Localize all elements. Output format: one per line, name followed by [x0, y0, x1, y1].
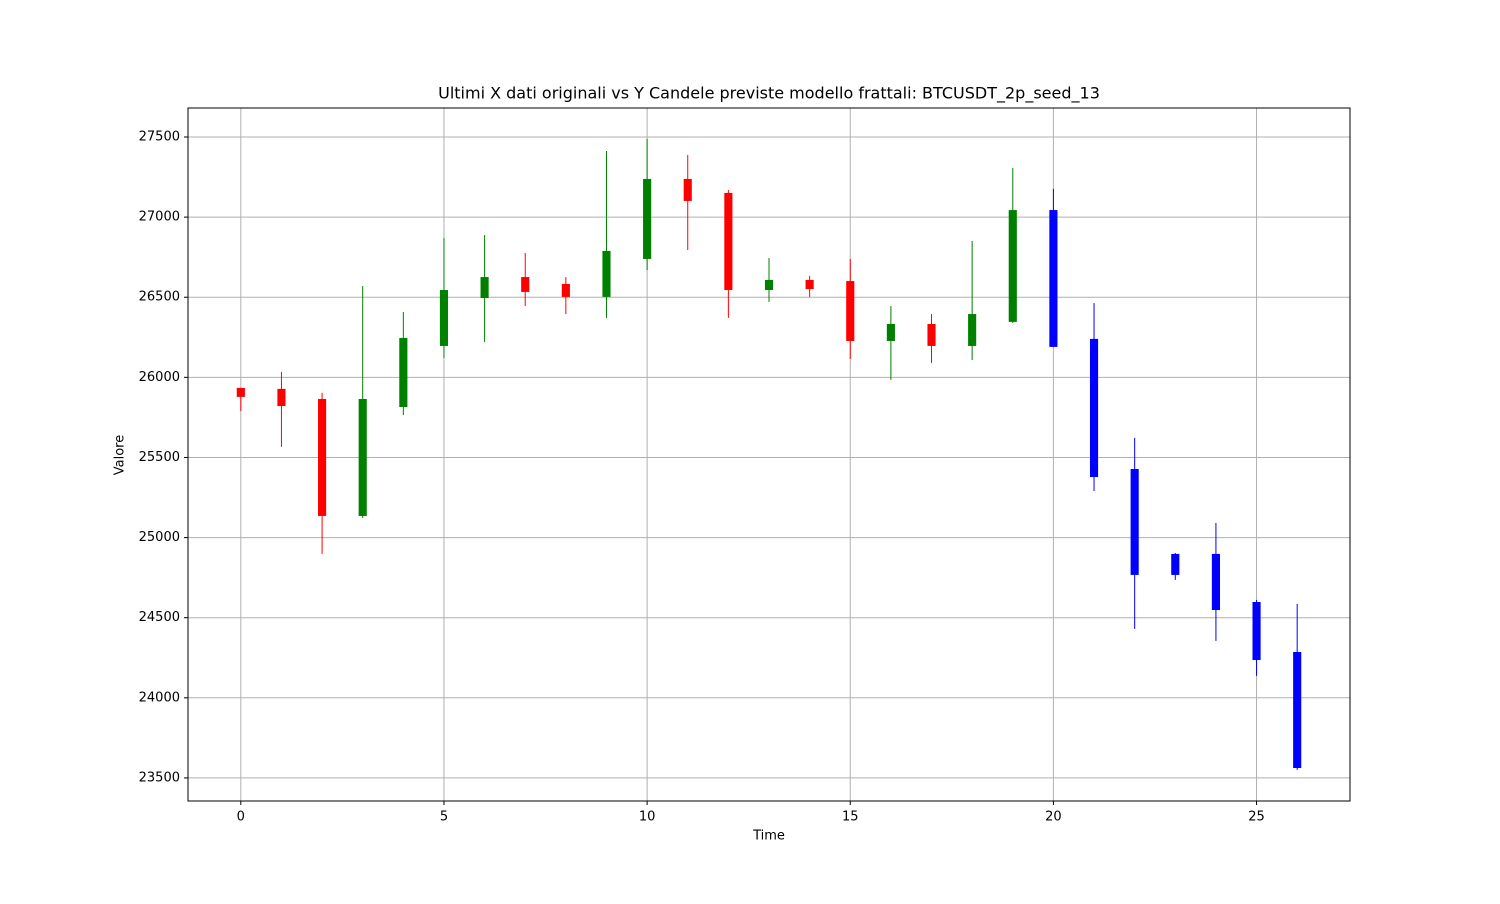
candle-body	[1211, 553, 1220, 611]
candle-body	[846, 281, 855, 341]
candle-body	[683, 178, 692, 201]
plot-frame	[187, 107, 1351, 802]
y-tick-label: 27000	[139, 210, 180, 225]
candle-body	[968, 314, 977, 346]
candle-body	[886, 323, 895, 341]
x-tick-label: 25	[1248, 810, 1265, 825]
candle-body	[1089, 338, 1099, 478]
candle-body	[561, 283, 570, 297]
y-tick-label: 26500	[139, 290, 180, 305]
candle-body	[236, 387, 245, 397]
x-tick-label: 10	[639, 810, 656, 825]
candle-body	[1171, 553, 1180, 575]
y-axis-label: Valore	[113, 435, 128, 475]
y-tick-label: 25000	[139, 530, 180, 545]
x-tick-label: 15	[842, 810, 859, 825]
y-tick-label: 26000	[139, 370, 180, 385]
y-tick-label: 27500	[139, 130, 180, 145]
x-axis-label: Time	[752, 829, 785, 844]
candle-body	[521, 277, 530, 292]
candle-body	[318, 398, 327, 516]
candle-body	[277, 388, 286, 407]
y-tick-label: 24500	[139, 610, 180, 625]
candle-body	[1252, 601, 1261, 660]
candle-body	[602, 250, 611, 297]
x-tick-label: 0	[237, 810, 245, 825]
candle-body	[399, 337, 408, 407]
x-tick-label: 20	[1045, 810, 1062, 825]
chart-title: Ultimi X dati originali vs Y Candele pre…	[438, 84, 1100, 104]
y-tick-label: 25500	[139, 450, 180, 465]
y-tick-label: 23500	[139, 770, 180, 785]
candle-body	[439, 290, 449, 346]
candle-body	[805, 279, 814, 290]
candle-body	[1130, 469, 1139, 575]
candle-body	[1293, 651, 1302, 768]
y-tick-label: 24000	[139, 690, 180, 705]
candle-body	[358, 398, 367, 516]
candle-body	[1008, 210, 1017, 322]
candle-body	[1049, 210, 1058, 347]
x-tick-label: 5	[440, 810, 448, 825]
candle-body	[480, 277, 489, 299]
candle-body	[643, 178, 652, 259]
candle-body	[724, 192, 733, 291]
candle-body	[764, 279, 774, 291]
candle-body	[927, 323, 936, 346]
